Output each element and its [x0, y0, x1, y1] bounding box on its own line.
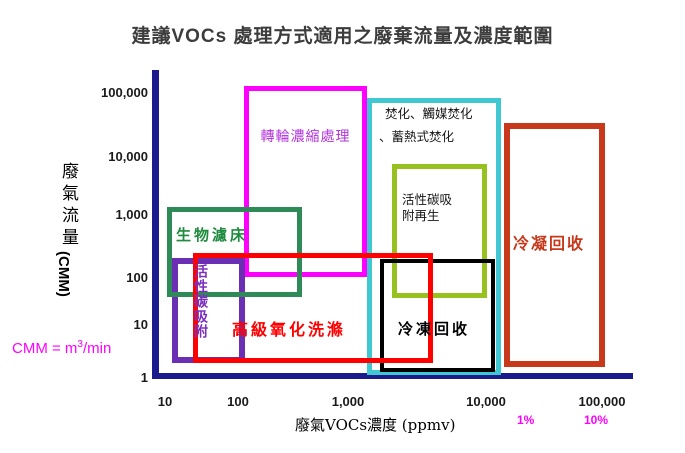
label-condensation-recovery: 冷凝回收: [513, 234, 586, 253]
region-box-biofilter: [167, 207, 302, 297]
label-carbon-regeneration: 活性碳吸 附再生: [402, 192, 452, 224]
x-tick-10: 10: [157, 394, 173, 409]
y-tick-10000: 10,000: [108, 149, 148, 164]
label-carbon-adsorption: 活性碳吸附: [192, 264, 208, 339]
chart-title: 建議VOCs 處理方式適用之廢棄流量及濃度範圍: [131, 26, 554, 47]
x-axis-label: 廢氣VOCs濃度 (ppmv): [295, 416, 456, 434]
label-rotary-concentrator: 轉輪濃縮處理: [260, 129, 351, 145]
x-tick-10000: 10,000: [466, 394, 506, 409]
label-carbon-regeneration-line1: 活性碳吸: [402, 192, 453, 207]
region-box-freeze-recovery: [380, 259, 495, 372]
y-tick-10: 10: [133, 317, 148, 332]
cmm-definition-note: CMM = m3/min: [12, 339, 112, 357]
label-freeze-recovery: 冷凍回收: [398, 320, 471, 338]
region-box-advanced-oxidation: [193, 253, 433, 363]
x-tick-100: 100: [227, 394, 249, 409]
y-tick-100000: 100,000: [101, 85, 148, 100]
region-box-carbon-regeneration: [392, 164, 487, 298]
x-tick-100000: 100,000: [578, 394, 626, 409]
y-tick-1: 1: [140, 370, 148, 385]
region-box-rotary-concentrator: [244, 86, 367, 277]
y-tick-100: 100: [126, 270, 148, 285]
region-box-incineration: [367, 98, 501, 375]
label-advanced-oxidation: 高級氧化洗滌: [232, 320, 347, 339]
x-axis-line: [152, 373, 633, 379]
y-axis-unit: (CMM): [55, 251, 72, 297]
x-tick-1000: 1,000: [331, 394, 365, 409]
label-incineration-line1: 焚化、觸媒焚化: [385, 106, 473, 121]
percent-marker-1: 1%: [517, 413, 535, 427]
y-axis-line: [152, 70, 159, 379]
label-biofilter: 生物濾床: [176, 226, 249, 244]
label-incineration-line2: 、蓄熱式焚化: [379, 129, 455, 144]
label-carbon-regeneration-line2: 附再生: [402, 208, 440, 223]
y-axis-label: 廢氣流量: [58, 162, 78, 250]
y-tick-1000: 1,000: [115, 207, 148, 222]
region-box-condensation-recovery: [504, 123, 605, 367]
label-incineration: 焚化、觸媒焚化 、蓄熱式焚化: [379, 102, 473, 148]
percent-marker-10: 10%: [584, 413, 609, 427]
